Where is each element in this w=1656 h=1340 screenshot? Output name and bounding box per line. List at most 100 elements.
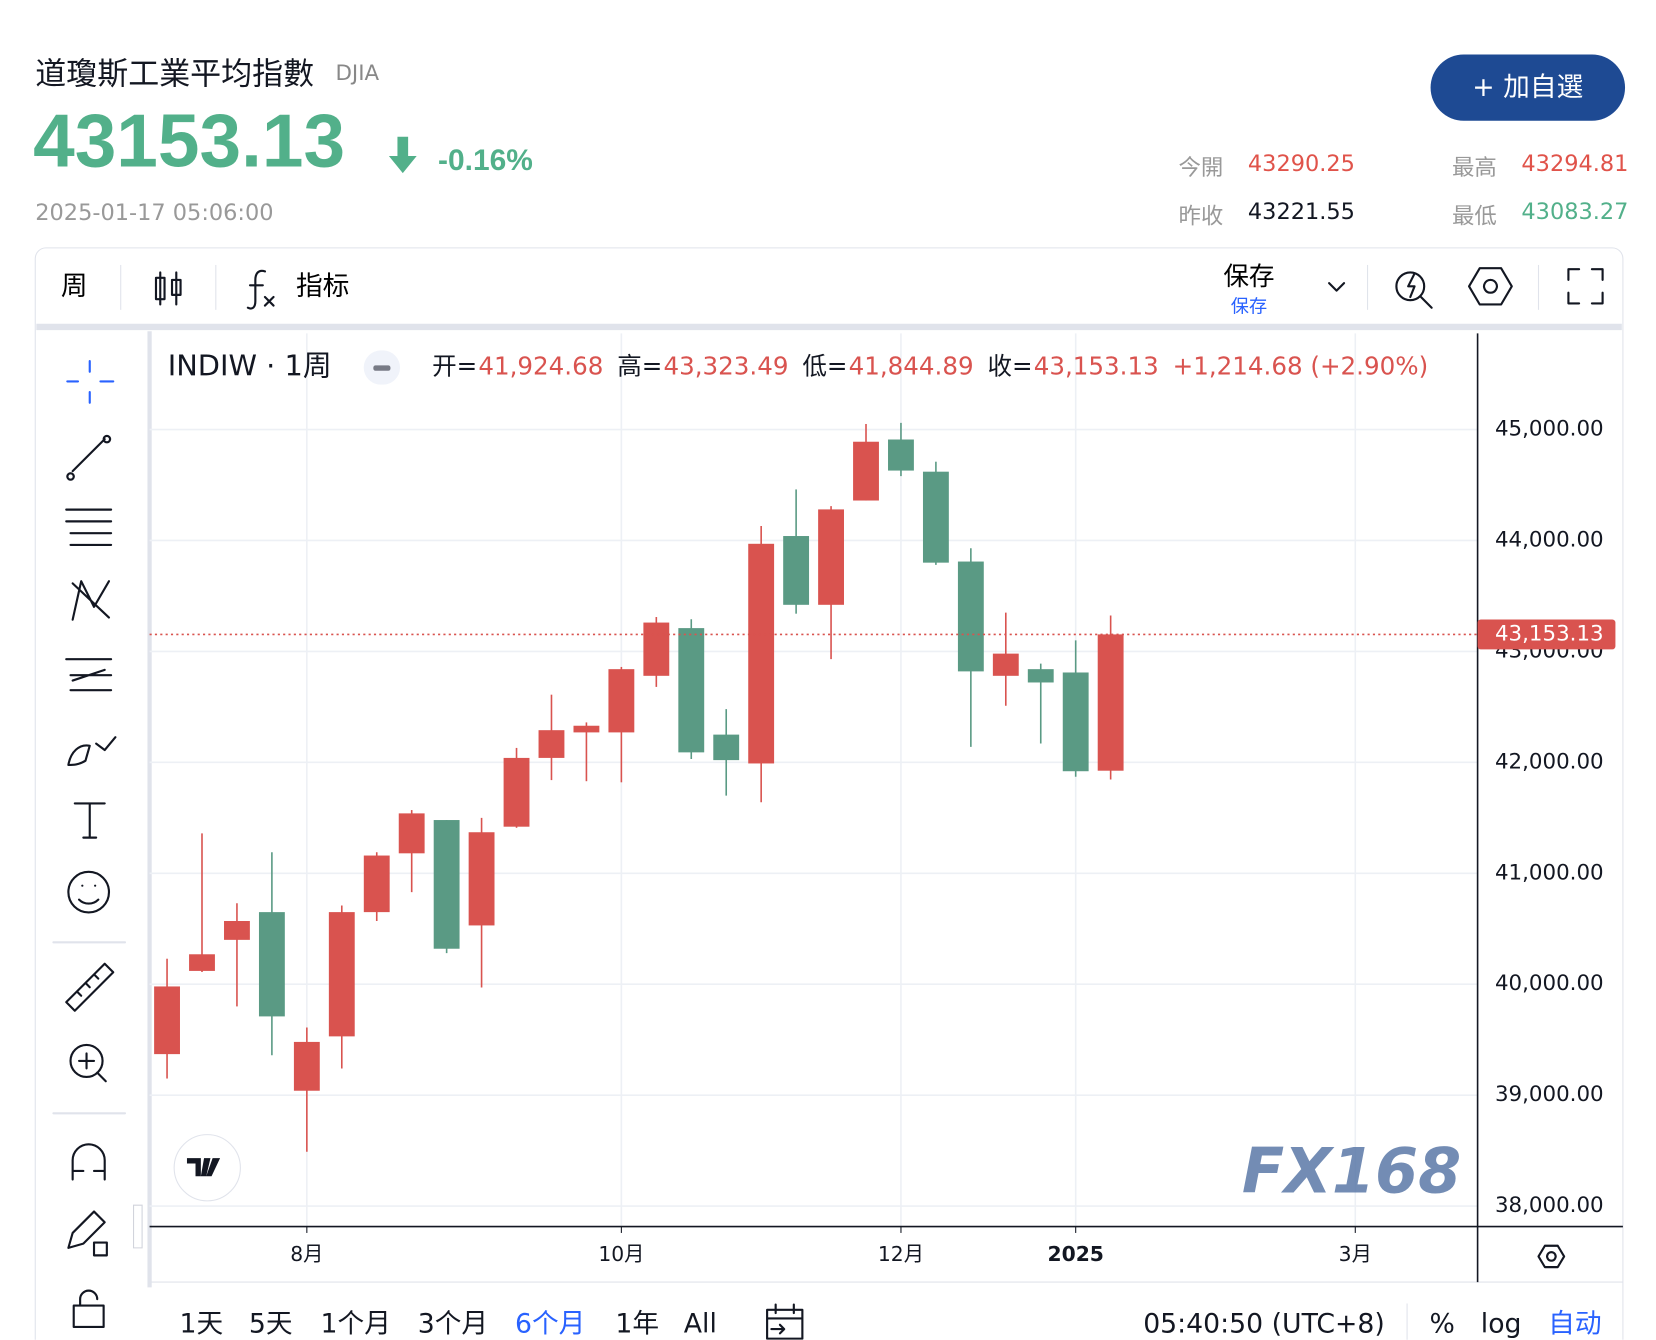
- lock-drawings-tool[interactable]: [67, 1210, 108, 1257]
- range-button[interactable]: 1个月: [321, 1308, 391, 1339]
- range-button[interactable]: 1年: [615, 1308, 659, 1339]
- candle-body: [748, 543, 775, 764]
- stat-value: 43083.27: [1521, 198, 1629, 225]
- candle-body: [818, 509, 844, 605]
- candle-body: [293, 1041, 320, 1091]
- candle-body: [992, 653, 1019, 676]
- y-tick-label: 44,000.00: [1495, 527, 1604, 552]
- legend-value: 41,844.89: [849, 352, 974, 381]
- x-tick-label: 8月: [290, 1242, 323, 1266]
- stat-label: 最高: [1451, 154, 1497, 181]
- percent-toggle[interactable]: %: [1430, 1308, 1455, 1339]
- candle-body: [258, 912, 285, 1017]
- timestamp: 2025-01-17 05:06:00: [35, 199, 274, 226]
- save-button[interactable]: 保存: [1223, 262, 1274, 292]
- legend-label: 低=: [802, 352, 847, 381]
- chart-type-button[interactable]: [154, 271, 182, 306]
- change: -0.16%: [438, 143, 533, 177]
- candle-body: [1062, 672, 1089, 772]
- trendline-tool[interactable]: [66, 434, 112, 481]
- candle-body: [643, 622, 670, 676]
- last-price-label: 43,153.13: [1495, 621, 1604, 646]
- candle-body: [189, 954, 215, 971]
- log-toggle[interactable]: log: [1481, 1308, 1522, 1339]
- y-tick-label: 38,000.00: [1495, 1193, 1604, 1218]
- collapse-sidebar[interactable]: [133, 1204, 143, 1249]
- candle-body: [853, 441, 879, 501]
- legend-toggle-bar: [373, 365, 391, 371]
- save-menu[interactable]: [1328, 282, 1346, 292]
- legend-value: 41,924.68: [478, 352, 603, 381]
- candle-body: [433, 820, 460, 949]
- y-tick-label: 40,000.00: [1495, 971, 1604, 996]
- candle-body: [328, 912, 355, 1037]
- indicators-button[interactable]: 指标: [296, 271, 349, 302]
- range-button[interactable]: 6个月: [515, 1308, 585, 1339]
- index-symbol: DJIA: [335, 59, 380, 86]
- candle-body: [1027, 669, 1054, 683]
- x-tick-label: 2025: [1047, 1242, 1103, 1266]
- candle-body: [713, 734, 740, 761]
- candle-body: [922, 471, 949, 563]
- watermark: FX168: [1242, 1134, 1461, 1207]
- legend-value: 43,153.13: [1034, 352, 1159, 381]
- legend-label: 开=: [432, 352, 477, 381]
- y-tick-label: 39,000.00: [1495, 1082, 1604, 1107]
- range-button[interactable]: 1天: [179, 1308, 223, 1339]
- candle-body: [503, 757, 530, 827]
- prediction-tool[interactable]: [65, 658, 113, 692]
- candle-body: [608, 669, 635, 733]
- clock: 05:40:50 (UTC+8): [1143, 1308, 1385, 1339]
- stat-label: 最低: [1451, 202, 1497, 229]
- range-button[interactable]: All: [684, 1308, 717, 1339]
- legend-value: 43,323.49: [663, 352, 788, 381]
- widget-frame: [34, 247, 1624, 1340]
- stat-label: 今開: [1178, 154, 1224, 181]
- y-tick-label: 42,000.00: [1495, 749, 1604, 774]
- interval-button[interactable]: 周: [61, 271, 88, 302]
- unlock-tool[interactable]: [72, 1289, 105, 1329]
- last-price-tag: [1477, 619, 1616, 650]
- index-name: 道瓊斯工業平均指數: [35, 55, 315, 92]
- auto-toggle[interactable]: 自动: [1548, 1308, 1601, 1339]
- ruler-tool[interactable]: [65, 962, 115, 1012]
- stat-value: 43290.25: [1247, 150, 1355, 177]
- candle-body: [573, 725, 600, 733]
- y-tick-label: 41,000.00: [1495, 860, 1604, 885]
- candle-body: [154, 986, 180, 1055]
- candle-body: [888, 439, 914, 471]
- range-button[interactable]: 5天: [249, 1308, 293, 1339]
- settings-button[interactable]: [1467, 267, 1513, 306]
- alert-button[interactable]: [1395, 271, 1433, 309]
- emoji-tool[interactable]: [67, 870, 111, 914]
- fib-tool[interactable]: [65, 508, 113, 546]
- candle-body: [783, 536, 810, 605]
- crosshair-tool[interactable]: [66, 360, 115, 404]
- range-button[interactable]: 3个月: [418, 1308, 488, 1339]
- drawing-tools: [52, 360, 127, 1329]
- x-tick-label: 3月: [1339, 1242, 1372, 1266]
- axis-settings[interactable]: [1537, 1244, 1566, 1269]
- x-tick-label: 12月: [878, 1242, 924, 1266]
- text-tool[interactable]: [73, 802, 106, 839]
- pattern-tool[interactable]: [71, 580, 111, 621]
- candle-body: [957, 561, 984, 672]
- candle-body: [398, 813, 425, 854]
- candle-body: [1097, 634, 1124, 771]
- brush-tool[interactable]: [67, 736, 117, 767]
- date-range-button[interactable]: [766, 1303, 804, 1340]
- candle-body: [678, 628, 705, 753]
- magnet-tool[interactable]: [71, 1143, 106, 1181]
- zoom-tool[interactable]: [69, 1043, 104, 1079]
- y-tick-label: 45,000.00: [1495, 417, 1604, 442]
- add-watchlist-button[interactable]: + 加自選: [1430, 54, 1626, 121]
- stat-value: 43294.81: [1521, 150, 1629, 177]
- save-status: 保存: [1231, 297, 1267, 318]
- stat-value: 43221.55: [1247, 198, 1355, 225]
- indicator-icon[interactable]: [246, 269, 275, 310]
- fullscreen-button[interactable]: [1567, 268, 1604, 305]
- candle-body: [363, 855, 390, 913]
- stat-label: 昨收: [1178, 202, 1224, 229]
- legend-change: +1,214.68 (+2.90%): [1173, 352, 1429, 381]
